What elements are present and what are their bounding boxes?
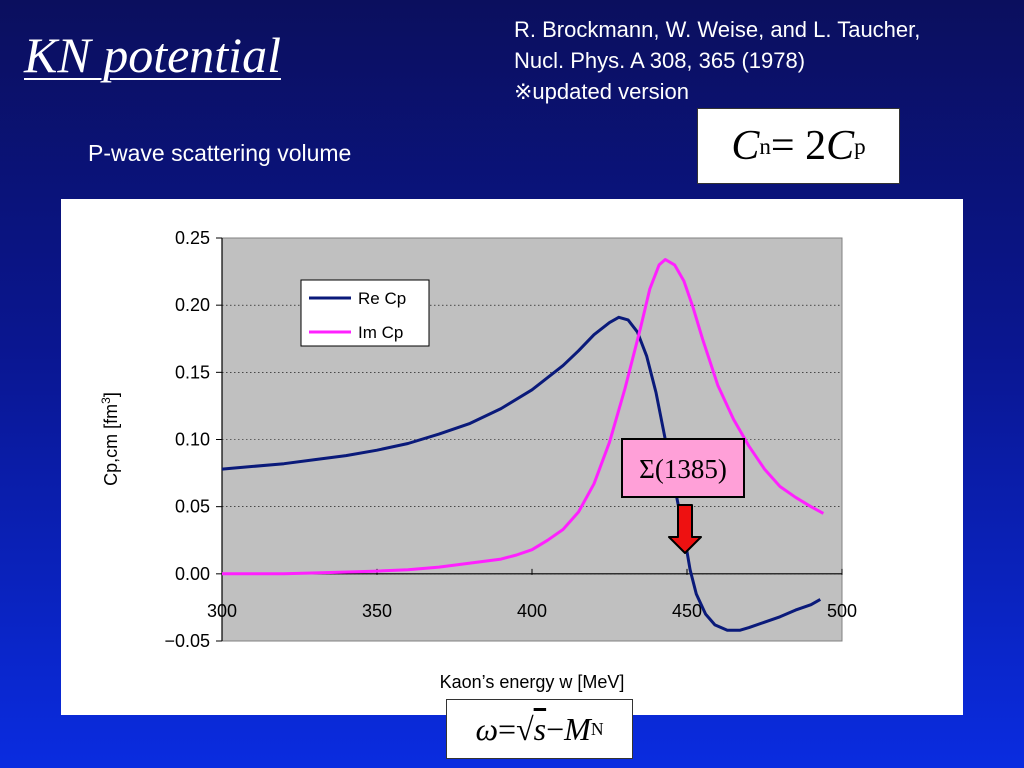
sigma-label-box [621, 438, 745, 498]
eq-cn-rhs: C [826, 123, 855, 169]
y-axis-label-end: ] [101, 392, 121, 397]
y-tick-label: 0.00 [175, 564, 210, 584]
eq-cn-rhs-sub: p [854, 132, 866, 159]
eq-omega-minus: − [546, 710, 565, 747]
down-arrow-icon [668, 504, 702, 554]
reference-line-note: ※updated version [514, 79, 689, 104]
scattering-volume-chart: 0.25 0.20 0.15 0.10 0.05 0.00 −0.05 300 350 400 45… [99, 228, 857, 692]
chart-panel: 0.25 0.20 0.15 0.10 0.05 0.00 −0.05 300 350 400 45… [61, 199, 963, 715]
tick-labels: 0.25 0.20 0.15 0.10 0.05 0.00 −0.05 300 350 400 45… [164, 228, 857, 651]
eq-cn-equals: = 2 [770, 123, 827, 169]
x-tick-label: 300 [207, 601, 237, 621]
y-tick-label: 0.25 [175, 228, 210, 248]
eq-omega-m: M [564, 710, 591, 747]
series-lines [221, 258, 825, 632]
eq-omega-m-sub: N [590, 718, 604, 739]
re-cp-line [221, 315, 822, 632]
y-tick-label: 0.20 [175, 295, 210, 315]
x-tick-label: 350 [362, 601, 392, 621]
legend: Re Cp Im Cp [300, 279, 430, 347]
x-tick-label: 500 [827, 601, 857, 621]
legend-box [300, 279, 430, 347]
slide-title: KN potential [24, 27, 281, 83]
im-cp-line [222, 258, 825, 576]
x-tick-label: 450 [672, 601, 702, 621]
sigma-annotation: Σ(1385) [621, 438, 745, 554]
eq-omega-equals: = [498, 710, 517, 747]
eq-omega-symbol: ω [475, 710, 499, 747]
x-tick-label: 400 [517, 601, 547, 621]
y-tick-label: 0.10 [175, 430, 210, 450]
y-tick-label: 0.05 [175, 497, 210, 517]
sigma-label-text: Σ(1385) [639, 454, 727, 484]
y-axis-label: Cp,cm [fm3] [99, 392, 121, 486]
y-tick-label: 0.15 [175, 362, 210, 382]
eq-cn-lhs-sub: n [759, 132, 771, 159]
x-axis-label: Kaon’s energy w [MeV] [440, 672, 625, 692]
eq-omega-root: √ [516, 710, 534, 747]
y-axis-label-main: Cp,cm [fm [101, 404, 121, 486]
y-axis-label-sup: 3 [99, 397, 113, 404]
reference-citation: R. Brockmann, W. Weise, and L. Taucher, … [514, 14, 920, 107]
eq-cn-lhs: C [731, 123, 760, 169]
reference-line-journal: Nucl. Phys. A 308, 365 (1978) [514, 48, 806, 73]
legend-label-im-cp: Im Cp [358, 323, 403, 342]
y-tick-label: −0.05 [164, 631, 210, 651]
eq-omega-s: s [533, 710, 547, 747]
reference-line-authors: R. Brockmann, W. Weise, and L. Taucher, [514, 17, 921, 42]
chart-subtitle: P-wave scattering volume [88, 140, 352, 166]
legend-label-re-cp: Re Cp [358, 289, 406, 308]
